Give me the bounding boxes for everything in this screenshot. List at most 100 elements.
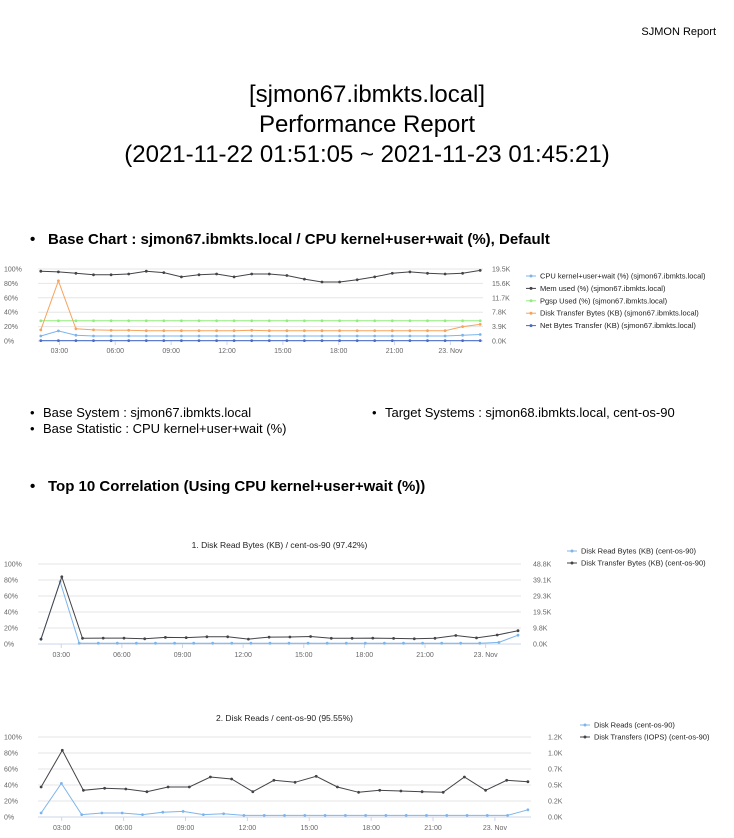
x-tick-label: 03:00 (52, 652, 70, 659)
series-point (309, 635, 312, 638)
series-line (40, 279, 481, 332)
series-point (303, 277, 306, 281)
series-line (40, 749, 528, 793)
series-point (202, 813, 205, 816)
series-point (475, 636, 478, 640)
y-left-tick-label: 60% (4, 295, 18, 302)
series-point (92, 339, 95, 342)
series-point (408, 270, 412, 274)
series-point (162, 329, 166, 333)
series-point (378, 788, 382, 792)
series-point (505, 778, 509, 782)
series-point (135, 641, 138, 645)
series-point (338, 329, 341, 333)
series-point (92, 319, 95, 323)
series-point (232, 339, 236, 342)
base-system-text: Base System : sjmon67.ibmkts.local (43, 405, 252, 420)
series-point (323, 814, 327, 817)
legend-item-label[interactable]: Disk Transfer Bytes (KB) (cent-os-90) (581, 559, 706, 568)
legend-item-label[interactable]: Net Bytes Transfer (KB) (sjmon67.ibmkts.… (540, 321, 696, 330)
series-point (440, 641, 444, 645)
series-point (39, 328, 43, 332)
y-right-tick-label: 19.5K (492, 267, 511, 274)
chart-title: 2. Disk Reads / cent-os-90 (95.55%) (216, 713, 353, 723)
legend-item-label[interactable]: Disk Transfers (IOPS) (cent-os-90) (594, 733, 710, 742)
legend-item-label[interactable]: CPU kernel+user+wait (%) (sjmon67.ibmkts… (540, 272, 706, 281)
series-point (267, 635, 271, 639)
y-right-tick-label: 48.8K (533, 562, 552, 569)
series-point (166, 785, 170, 789)
series-point (461, 339, 464, 342)
series-point (141, 813, 144, 816)
series-point (478, 641, 482, 645)
legend-item-label[interactable]: Disk Transfer Bytes (KB) (sjmon67.ibmkts… (540, 309, 699, 318)
series-point (392, 637, 395, 640)
series-point (250, 328, 254, 332)
x-tick-label: 09:00 (177, 825, 195, 832)
series-point (215, 319, 219, 323)
series-point (230, 641, 234, 645)
series-point (320, 280, 324, 284)
series-point (478, 333, 482, 336)
series-point (338, 339, 341, 342)
y-left-tick-label: 20% (4, 626, 18, 633)
series-point (222, 812, 226, 816)
y-right-tick-label: 29.3K (533, 594, 552, 601)
series-point (215, 334, 219, 338)
series-point (461, 271, 464, 275)
series-point (408, 329, 412, 333)
target-systems-text: Target Systems : sjmon68.ibmkts.local, c… (385, 405, 675, 420)
series-point (399, 789, 403, 793)
series-point (181, 810, 185, 813)
series-point (127, 272, 131, 276)
series-point (232, 334, 236, 338)
series-point (303, 334, 306, 338)
series-point (250, 319, 254, 323)
series-point (408, 339, 412, 342)
correlation-heading-text: Top 10 Correlation (Using CPU kernel+use… (48, 478, 426, 495)
series-point (57, 270, 60, 274)
series-point (390, 339, 394, 342)
legend-item-label[interactable]: Disk Reads (cent-os-90) (594, 721, 675, 730)
series-point (109, 328, 113, 332)
series-point (338, 319, 341, 323)
series-point (461, 319, 464, 323)
series-point (57, 279, 60, 283)
series-point (144, 334, 148, 338)
y-left-tick-label: 0% (4, 339, 14, 346)
legend-marker (570, 549, 574, 553)
series-point (516, 629, 520, 633)
series-point (122, 636, 126, 640)
series-point (145, 790, 149, 794)
legend-marker (529, 274, 533, 278)
legend-item-label[interactable]: Pgsp Used (%) (sjmon67.ibmkts.local) (540, 296, 668, 305)
series-point (495, 633, 499, 637)
x-tick-label: 21:00 (386, 348, 404, 355)
y-left-tick-label: 0% (4, 815, 14, 822)
series-line (40, 575, 519, 640)
series-point (180, 339, 183, 342)
series-point (173, 641, 177, 645)
series-point (325, 641, 329, 645)
series-point (143, 637, 147, 641)
series-point (283, 814, 286, 817)
y-left-tick-label: 60% (4, 767, 18, 774)
x-tick-label: 23. Nov (474, 652, 499, 659)
y-right-tick-label: 19.5K (533, 610, 552, 617)
series-point (161, 810, 165, 814)
correlation-heading: • Top 10 Correlation (Using CPU kernel+us… (30, 478, 426, 495)
series-point (92, 328, 95, 332)
series-point (187, 785, 191, 789)
series-point (485, 814, 489, 817)
series-point (180, 275, 183, 279)
legend-item-label[interactable]: Mem used (%) (sjmon67.ibmkts.local) (540, 284, 666, 293)
series-point (285, 334, 289, 338)
series-point (285, 329, 289, 333)
legend-item-label[interactable]: Disk Read Bytes (KB) (cent-os-90) (581, 547, 697, 556)
series-point (211, 641, 215, 645)
series-point (267, 319, 271, 323)
series-point (74, 327, 78, 331)
legend-marker (529, 299, 533, 303)
series-point (127, 339, 131, 342)
series-point (57, 329, 60, 333)
